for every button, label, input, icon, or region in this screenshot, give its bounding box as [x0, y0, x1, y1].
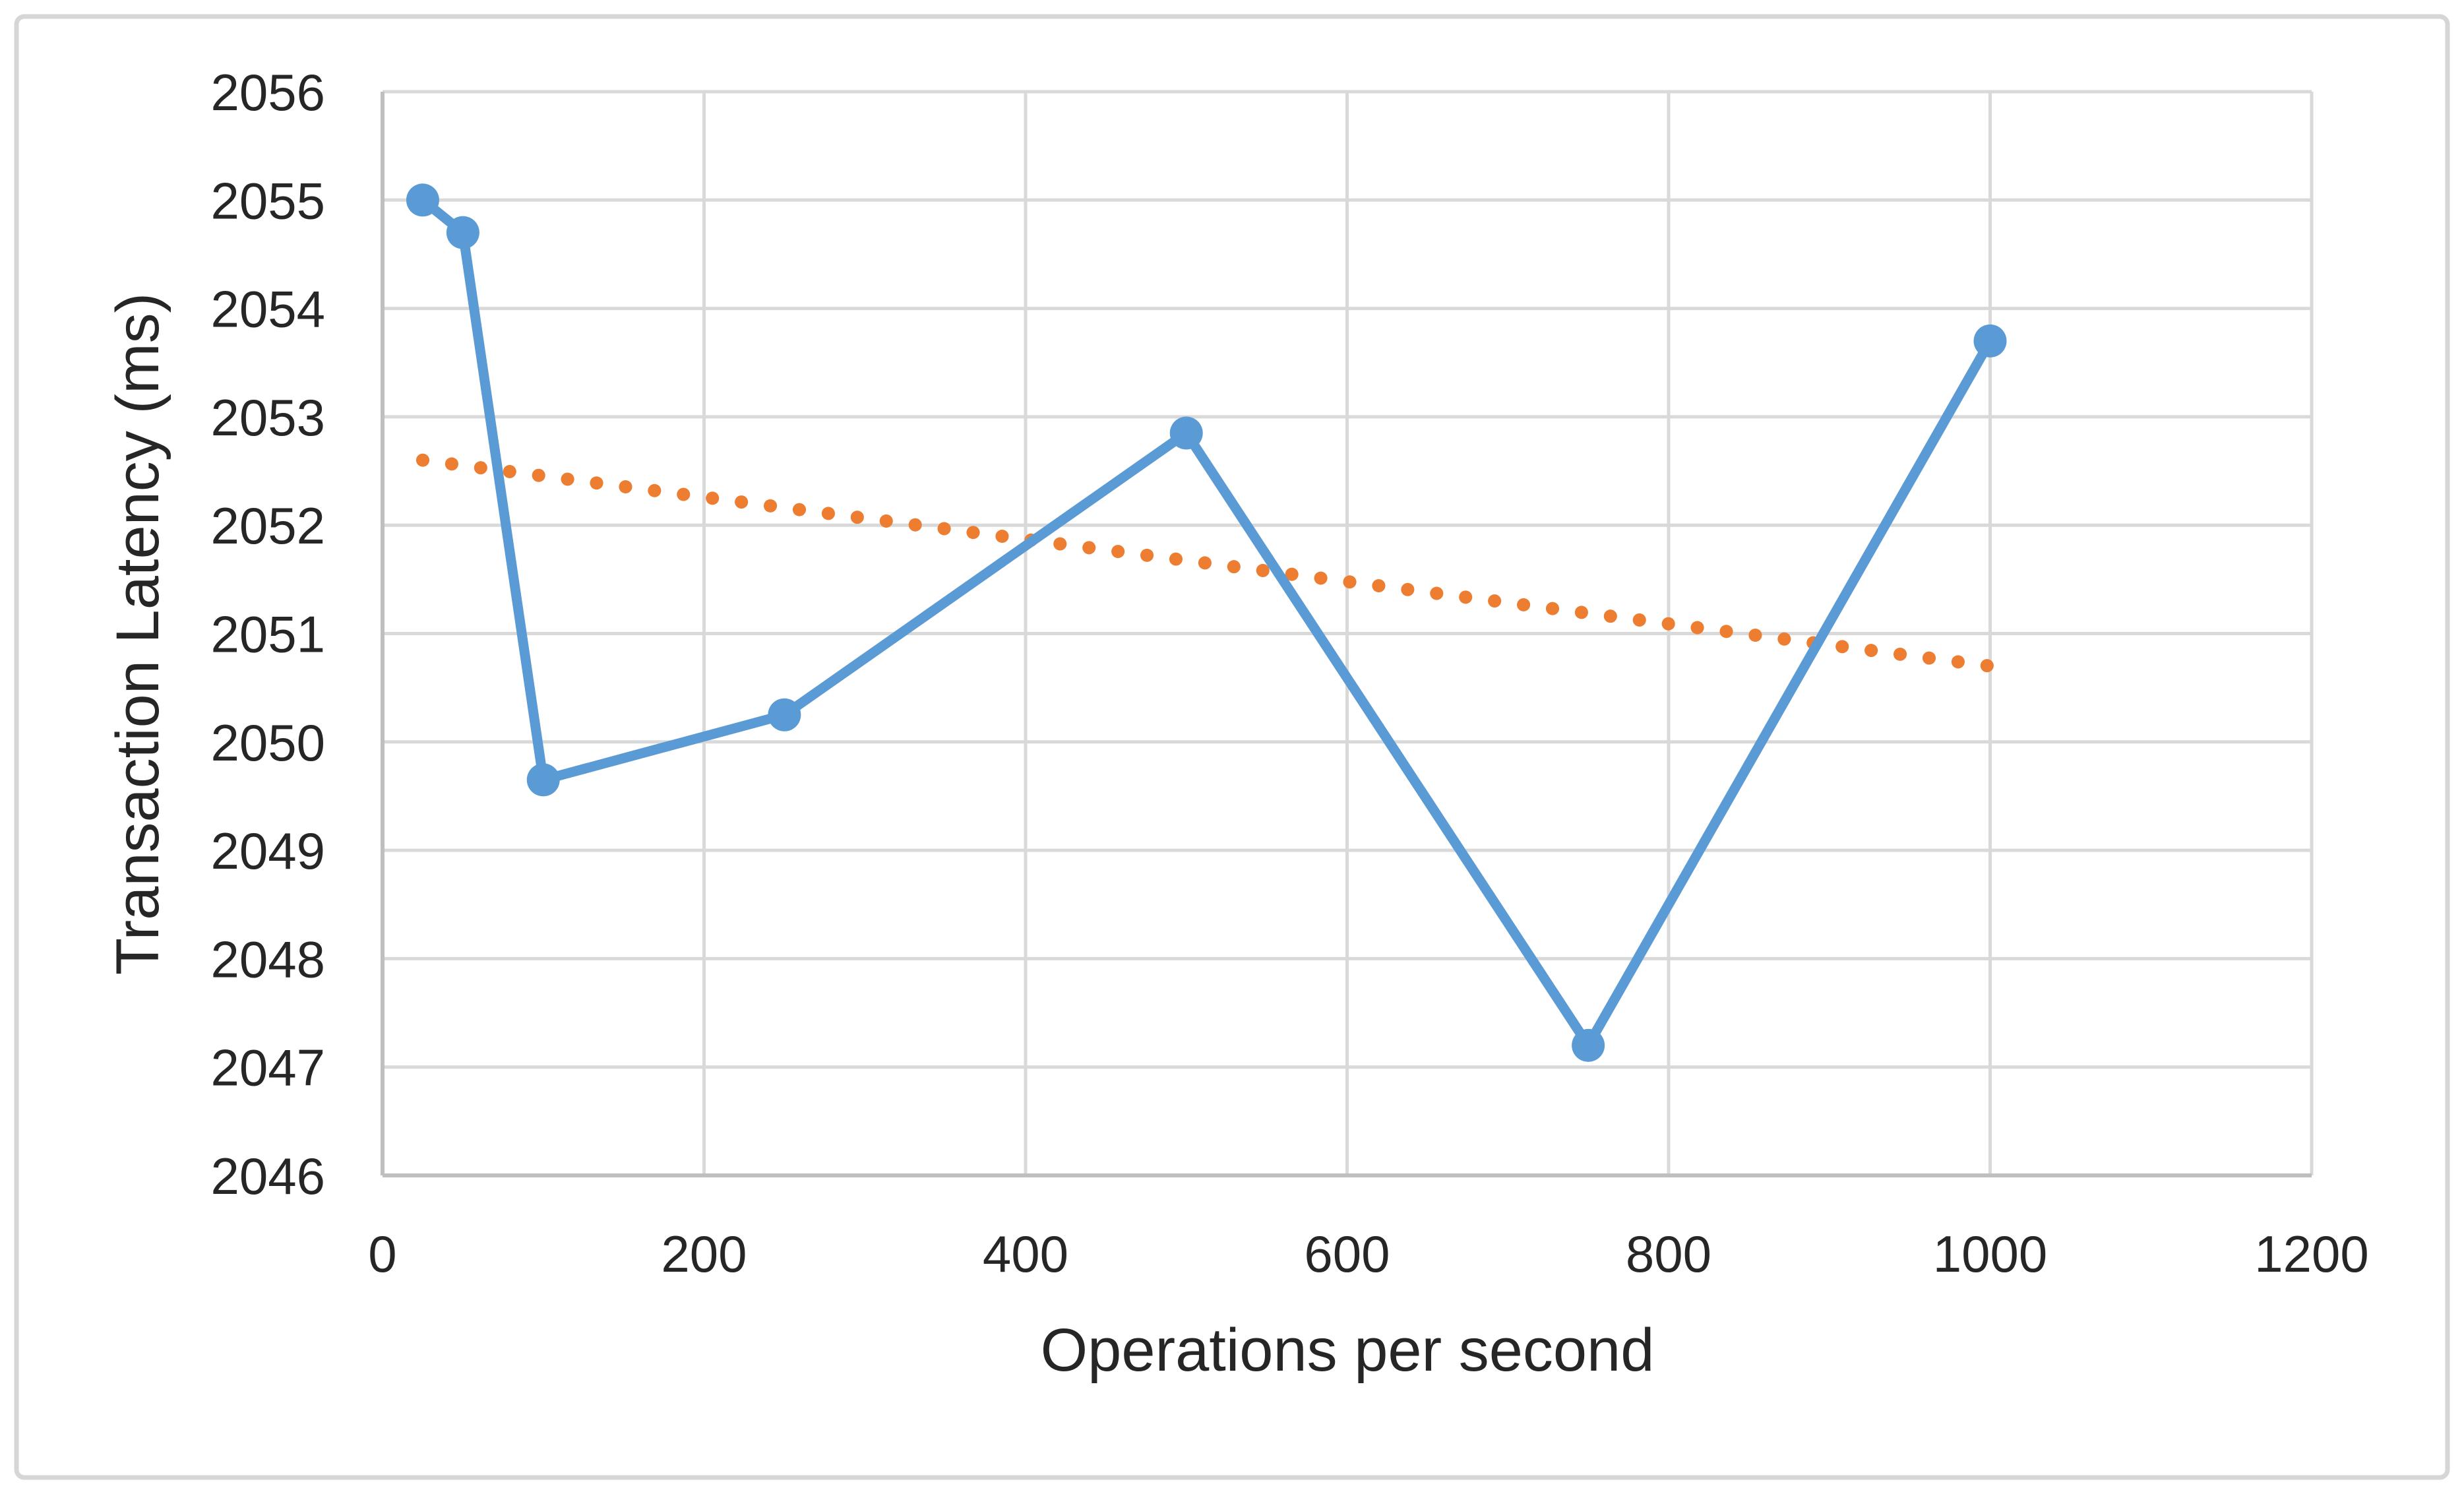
- x-tick-label: 1000: [1933, 1225, 2048, 1283]
- data-point-marker: [1169, 416, 1203, 450]
- y-tick-label: 2049: [210, 822, 325, 880]
- y-tick-label: 2050: [210, 714, 325, 772]
- y-tick-label: 2053: [210, 389, 325, 447]
- x-tick-labels: 0 200 400 600 800 1000 1200: [368, 1225, 2368, 1283]
- y-tick-label: 2047: [210, 1039, 325, 1097]
- series-line: [417, 195, 1995, 1051]
- data-point-marker: [1572, 1028, 1605, 1062]
- y-axis-title: Transaction Latency (ms): [104, 293, 171, 976]
- y-tick-label: 2051: [210, 606, 325, 664]
- data-point-marker: [446, 216, 479, 249]
- y-tick-label: 2055: [210, 171, 325, 230]
- gridlines: [383, 90, 2314, 1175]
- x-tick-label: 400: [983, 1225, 1068, 1283]
- y-tick-label: 2056: [210, 63, 325, 121]
- y-tick-label: 2054: [210, 280, 325, 338]
- trendline: [416, 453, 1997, 673]
- data-point-marker: [768, 698, 801, 731]
- trendline-layer: [416, 453, 1997, 673]
- series-layer: [406, 183, 2007, 1062]
- x-axis-title: Operations per second: [1041, 1317, 1655, 1384]
- x-tick-label: 200: [661, 1225, 747, 1283]
- y-tick-label: 2048: [210, 930, 325, 988]
- axis-lines: [381, 92, 2312, 1177]
- chart-frame-border: [14, 14, 2450, 1480]
- y-tick-label: 2046: [210, 1147, 325, 1205]
- x-tick-label: 0: [368, 1225, 396, 1283]
- x-tick-label: 600: [1304, 1225, 1390, 1283]
- y-tick-labels: 2046 2047 2048 2049 2050 2051 2052 2053 2054 2055…: [210, 63, 325, 1205]
- x-tick-label: 800: [1626, 1225, 1711, 1283]
- data-point-marker: [406, 183, 439, 217]
- data-point-marker: [526, 763, 560, 797]
- data-point-marker: [1973, 324, 2007, 358]
- x-tick-label: 1200: [2254, 1225, 2369, 1283]
- y-tick-label: 2052: [210, 497, 325, 555]
